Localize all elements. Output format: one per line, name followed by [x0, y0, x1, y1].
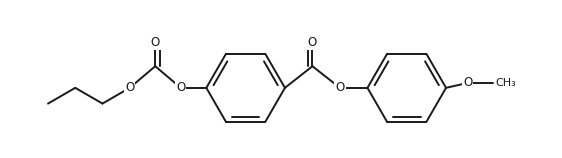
Text: O: O: [151, 36, 160, 49]
Text: O: O: [308, 36, 317, 49]
Text: O: O: [125, 81, 134, 94]
Text: O: O: [463, 76, 472, 89]
Text: CH₃: CH₃: [495, 78, 516, 88]
Text: O: O: [176, 81, 185, 94]
Text: O: O: [336, 81, 345, 94]
